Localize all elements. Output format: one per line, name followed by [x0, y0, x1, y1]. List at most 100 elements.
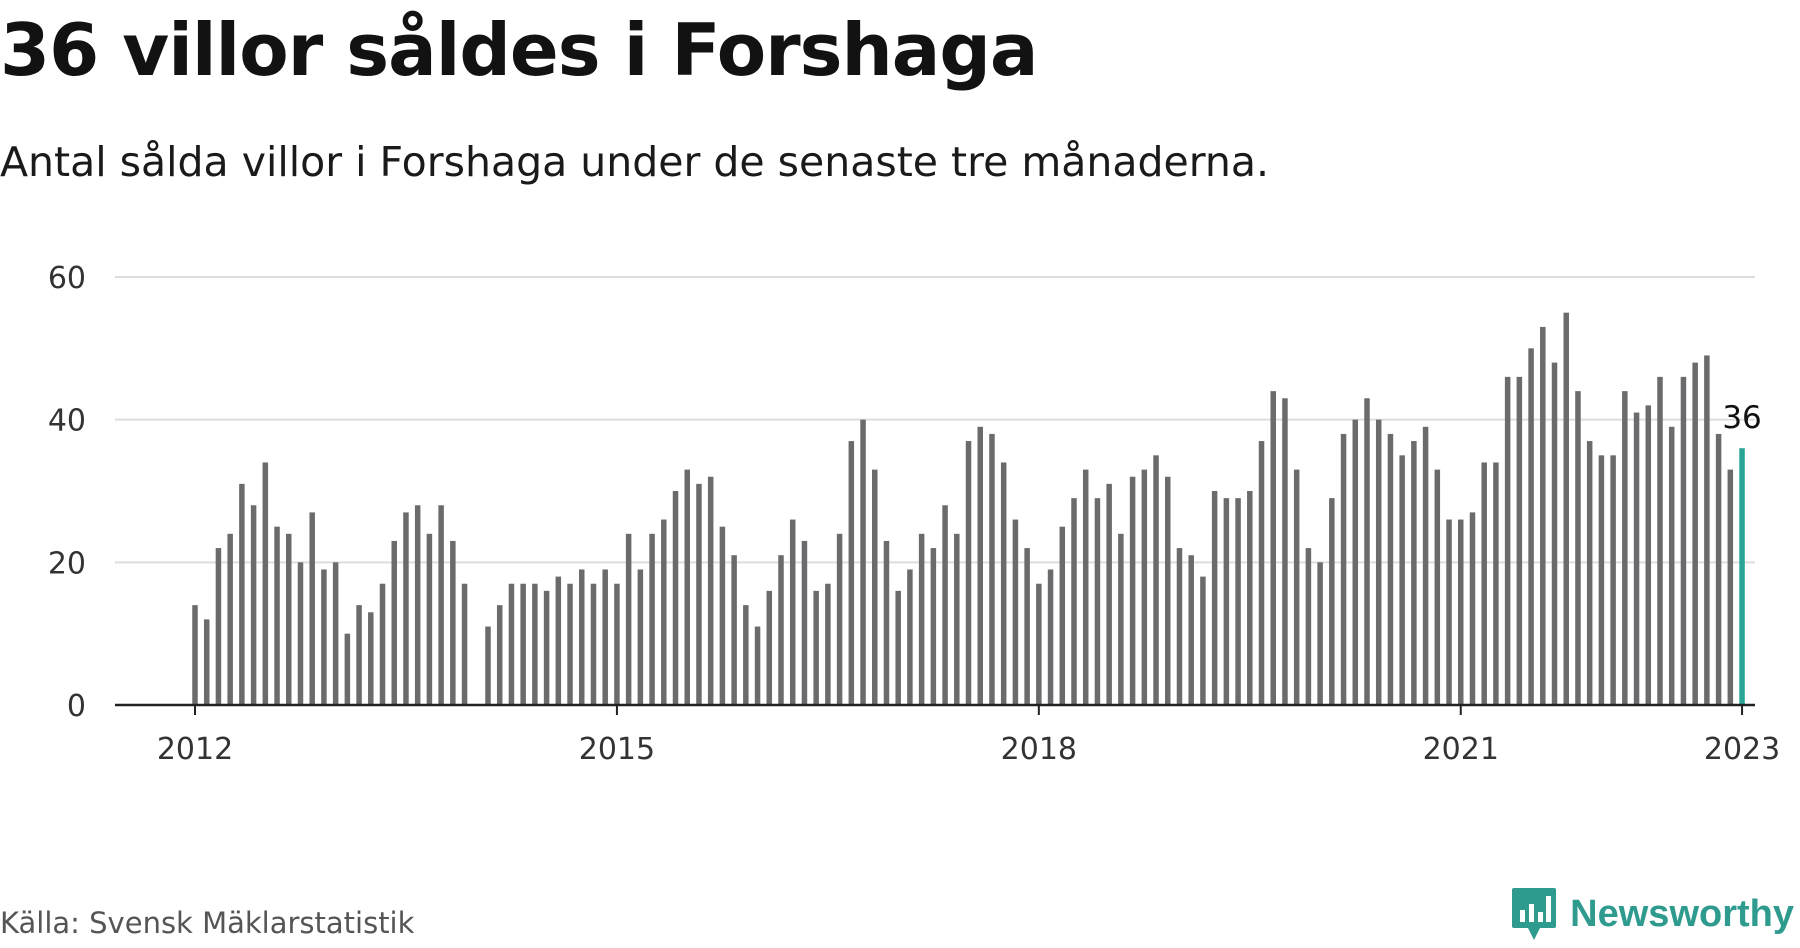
bar [391, 540, 397, 705]
bar [719, 526, 726, 705]
bar [567, 583, 573, 705]
bar [1082, 469, 1089, 705]
bar [1633, 412, 1640, 705]
x-tick-label: 2023 [1704, 732, 1780, 767]
y-tick-label: 20 [48, 546, 86, 581]
bar [1282, 398, 1288, 705]
bar [872, 469, 878, 705]
bar [1399, 455, 1405, 705]
chart-title: 36 villor såldes i Forshaga [0, 8, 1038, 92]
bar [801, 540, 808, 705]
bars [192, 312, 1745, 705]
bar [1211, 491, 1218, 705]
bar [1528, 348, 1534, 705]
bar [1434, 469, 1441, 705]
bar [215, 548, 222, 705]
bar [989, 433, 995, 705]
bar [344, 633, 351, 705]
bar [1012, 519, 1019, 705]
bar [649, 533, 655, 705]
bar [239, 483, 245, 705]
bar [766, 590, 773, 705]
bar [1094, 498, 1101, 705]
bar [356, 605, 362, 705]
bar [461, 583, 468, 705]
bar [1235, 498, 1241, 705]
bar [250, 505, 257, 705]
bar [614, 583, 620, 705]
bar [368, 612, 374, 705]
bar [438, 505, 444, 705]
bar [637, 569, 644, 705]
bar [1610, 455, 1616, 705]
bar [707, 476, 714, 705]
bar [1118, 533, 1124, 705]
annotations: 36 [1722, 400, 1761, 436]
bar [625, 533, 632, 705]
bar [286, 533, 292, 705]
bar [309, 512, 315, 705]
source-note: Källa: Svensk Mäklarstatistik [0, 906, 415, 940]
bar [1165, 476, 1171, 705]
bar [1188, 555, 1194, 705]
bar [1106, 483, 1112, 705]
bar [321, 569, 327, 705]
bar [1446, 519, 1452, 705]
bar [1645, 405, 1652, 705]
bar [754, 626, 761, 705]
y-axis: 0 20 40 60 [48, 261, 86, 724]
bar [860, 419, 866, 705]
bar [1364, 398, 1370, 705]
bar [1551, 362, 1558, 705]
bar [1317, 562, 1323, 705]
bar [450, 540, 456, 705]
bar [1387, 433, 1394, 705]
bar [743, 605, 749, 705]
bar [532, 583, 538, 705]
bar [942, 505, 948, 705]
bar [1493, 462, 1499, 705]
bar [1200, 576, 1206, 705]
bar [1469, 512, 1476, 705]
y-tick-label: 0 [67, 689, 86, 724]
bar [1340, 433, 1347, 705]
bar [1692, 362, 1698, 705]
bar [1036, 583, 1042, 705]
y-tick-label: 60 [48, 261, 86, 296]
bar [1247, 491, 1253, 705]
bar [262, 462, 269, 705]
bar [297, 562, 304, 705]
bar [825, 583, 831, 705]
bar [731, 555, 737, 705]
bar [1727, 469, 1734, 705]
bar [1129, 476, 1136, 705]
bar [918, 533, 925, 705]
bar [1540, 326, 1546, 705]
bar [203, 619, 210, 705]
bar [672, 491, 679, 705]
bar [426, 533, 433, 705]
bar [954, 533, 960, 705]
bar [508, 583, 515, 705]
bar [520, 583, 526, 705]
bar [1024, 548, 1030, 705]
brand-name: Newsworthy [1570, 892, 1794, 935]
bar [1352, 419, 1359, 705]
bar [661, 519, 667, 705]
x-axis: 2012 2015 2018 2021 2023 [115, 703, 1780, 767]
bar [1504, 376, 1511, 705]
bar [1586, 441, 1593, 705]
bar [590, 583, 597, 705]
bar [1223, 498, 1230, 705]
bar [496, 605, 503, 705]
bar [192, 605, 198, 705]
bar [1657, 376, 1663, 705]
bar [1422, 426, 1429, 705]
bar [1680, 376, 1687, 705]
bar [579, 569, 585, 705]
bar [1176, 548, 1183, 705]
bar [1305, 548, 1312, 705]
bar [602, 569, 608, 705]
bar [1071, 498, 1077, 705]
bar [1047, 569, 1054, 705]
